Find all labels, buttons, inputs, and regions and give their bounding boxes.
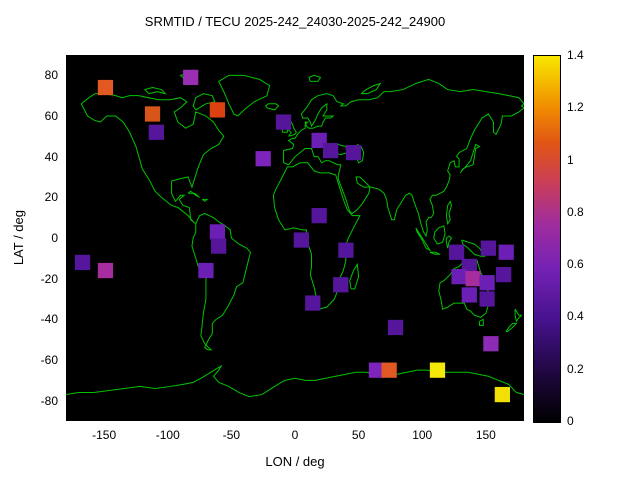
coastline xyxy=(350,264,359,288)
coastline xyxy=(188,191,199,197)
y-tick-label: -80 xyxy=(40,393,58,408)
coastline xyxy=(479,319,483,325)
y-tick-label: -60 xyxy=(40,353,58,367)
tec-cell xyxy=(483,336,499,352)
y-tick-label: 20 xyxy=(44,190,58,205)
y-axis-label: LAT / deg xyxy=(10,210,26,266)
y-tick-label: 80 xyxy=(44,68,58,83)
coastline xyxy=(506,323,516,331)
tec-cell xyxy=(322,142,339,159)
tec-cell xyxy=(479,291,495,307)
coastline xyxy=(446,236,451,248)
x-tick-label: -150 xyxy=(92,428,117,442)
coastline xyxy=(266,104,279,110)
coastline xyxy=(81,94,223,224)
tec-cell xyxy=(465,271,481,287)
tec-cell xyxy=(381,362,397,378)
coastline xyxy=(193,94,215,110)
tec-cell xyxy=(293,232,309,248)
y-tick-label: 60 xyxy=(44,109,58,123)
tec-cell xyxy=(311,208,327,224)
y-tick-label: -20 xyxy=(40,271,58,286)
tec-cell xyxy=(97,79,114,96)
colorbar-tick-label: 0.2 xyxy=(567,361,584,376)
x-tick-label: -100 xyxy=(155,428,180,442)
coastline xyxy=(219,75,270,116)
tec-cell xyxy=(479,275,495,291)
tec-cell xyxy=(480,240,497,256)
tec-cell xyxy=(311,132,327,149)
coastline xyxy=(416,228,430,250)
x-tick-label: 0 xyxy=(291,428,299,442)
colorbar-tick-label: 1 xyxy=(567,152,574,167)
colorbar-tick-label: 0 xyxy=(567,414,574,428)
tec-cell xyxy=(345,144,362,161)
coastline xyxy=(66,366,524,397)
tec-cell xyxy=(496,266,512,283)
colorbar-tick-label: 1.4 xyxy=(567,48,584,62)
tec-cell xyxy=(144,106,161,122)
colorbar-tick-label: 1.2 xyxy=(567,100,584,115)
tec-cell xyxy=(97,262,114,279)
x-tick-label: -50 xyxy=(222,428,241,442)
y-axis-label-wrap: LAT / deg xyxy=(8,55,28,421)
world-map xyxy=(66,69,524,403)
coastline xyxy=(145,88,165,94)
colorbar xyxy=(533,55,561,423)
y-tick-label: 40 xyxy=(44,149,58,164)
colorbar-tick-label: 0.4 xyxy=(567,309,584,324)
coastline xyxy=(460,144,479,172)
coastline xyxy=(515,309,521,321)
tec-cell xyxy=(148,124,164,140)
coastline xyxy=(284,79,524,236)
x-axis-label: LON / deg xyxy=(265,454,325,469)
coastline xyxy=(446,201,451,223)
tec-cell xyxy=(74,254,91,271)
tec-cell xyxy=(198,262,214,279)
tec-cell xyxy=(429,362,446,378)
tec-cell xyxy=(368,362,385,378)
tec-cell xyxy=(461,287,477,303)
coastline xyxy=(434,226,445,244)
colorbar-tick-label: 0.8 xyxy=(567,204,584,219)
tec-cell xyxy=(209,224,226,240)
tec-cell xyxy=(498,244,514,260)
map-plot xyxy=(66,55,524,421)
tec-cell xyxy=(494,386,511,403)
tec-cell xyxy=(209,102,226,118)
y-tick-label: -40 xyxy=(40,312,58,327)
colorbar-tick-label: 0.6 xyxy=(567,257,584,272)
plot-title: SRMTID / TECU 2025-242_24030-2025-242_24… xyxy=(144,14,446,29)
tec-cell xyxy=(448,244,465,260)
tec-cell xyxy=(305,295,321,311)
tec-cell xyxy=(451,269,467,285)
coastline xyxy=(462,240,485,256)
coastline xyxy=(361,83,380,93)
tec-cell xyxy=(275,114,292,130)
tec-cell xyxy=(255,151,271,167)
coastline xyxy=(430,252,440,254)
x-tick-label: 50 xyxy=(351,428,366,442)
tec-cell xyxy=(211,238,227,254)
x-tick-label: 100 xyxy=(412,428,433,442)
tec-cell xyxy=(387,319,404,336)
y-tick-label: 0 xyxy=(51,231,58,245)
tec-cell xyxy=(333,277,349,293)
coastline xyxy=(202,199,207,201)
map-cells xyxy=(74,69,514,403)
tec-cell xyxy=(338,242,354,258)
coastline xyxy=(309,75,320,81)
tec-cell xyxy=(183,69,199,85)
x-tick-label: 150 xyxy=(475,428,496,442)
